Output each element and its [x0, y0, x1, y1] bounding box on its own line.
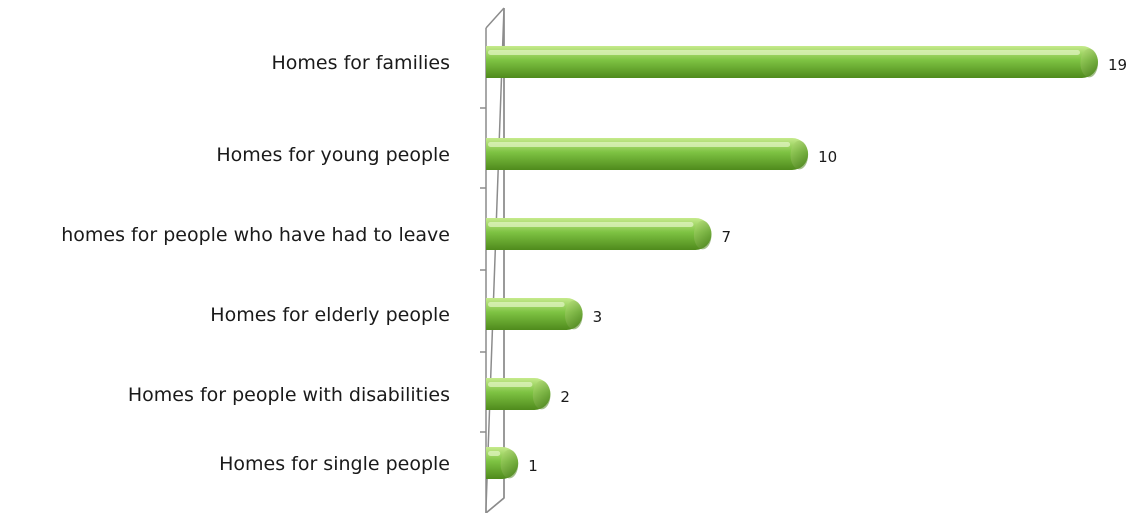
value-label: 2: [560, 388, 570, 406]
bar-highlight: [488, 50, 1080, 55]
bar-end-cap: [790, 140, 809, 170]
category-label: Homes for single people: [219, 453, 450, 475]
bar: [486, 218, 712, 250]
category-label: Homes for families: [272, 52, 450, 74]
category-axis-wall: [485, 7, 505, 513]
category-label: Homes for young people: [216, 144, 450, 166]
value-label: 19: [1108, 56, 1127, 74]
value-label: 3: [593, 308, 603, 326]
axis-ticks: [480, 107, 486, 433]
bar-end-cap: [532, 380, 551, 410]
bar-highlight: [488, 382, 533, 387]
bar: [486, 447, 519, 479]
bar-end-cap: [565, 300, 583, 330]
bar: [486, 138, 809, 170]
value-labels: 19 10 7 3 2 1: [528, 56, 1127, 475]
bar-end-cap: [500, 449, 519, 479]
category-label: Homes for people with disabilities: [128, 384, 450, 406]
bar-highlight: [488, 142, 791, 147]
bar: [486, 298, 583, 330]
bar: [486, 46, 1098, 78]
value-label: 1: [528, 457, 538, 475]
bar-highlight: [488, 451, 501, 456]
category-labels: Homes for families Homes for young people…: [61, 52, 450, 475]
value-label: 7: [721, 228, 731, 246]
category-label: homes for people who have had to leave: [61, 224, 450, 246]
bar: [486, 378, 551, 410]
category-label: Homes for elderly people: [210, 304, 450, 326]
value-label: 10: [818, 148, 837, 166]
bars: [486, 46, 1098, 479]
bar-highlight: [488, 222, 694, 227]
bar-highlight: [488, 302, 565, 307]
bar-end-cap: [693, 220, 712, 250]
bar-end-cap: [1080, 48, 1098, 78]
